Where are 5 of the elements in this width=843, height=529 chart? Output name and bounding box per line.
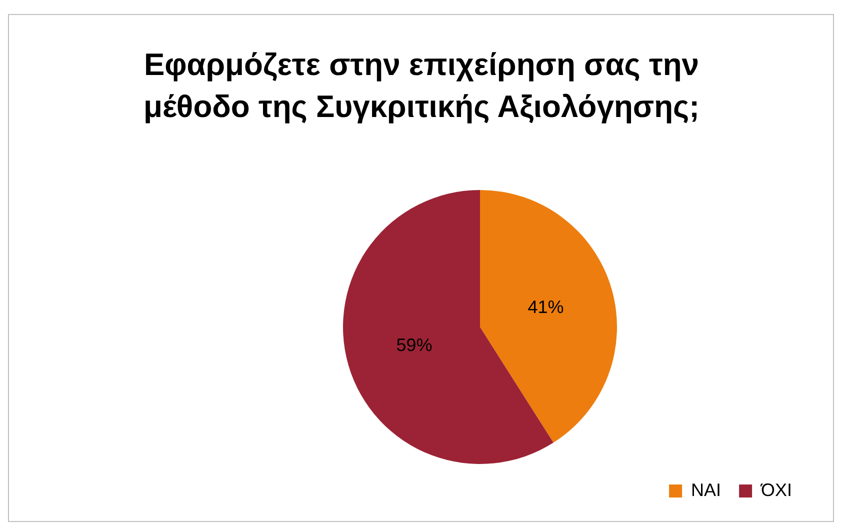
legend-label: ΌΧΙ — [760, 480, 792, 500]
data-label: 41% — [528, 296, 564, 317]
legend-label: ΝΑΙ — [691, 480, 722, 500]
chart-title: Εφαρμόζετε στην επιχείρηση σας την μέθοδο της Συγκριτικής Αξιολόγησης; — [142, 46, 701, 126]
data-label: 59% — [396, 335, 432, 356]
